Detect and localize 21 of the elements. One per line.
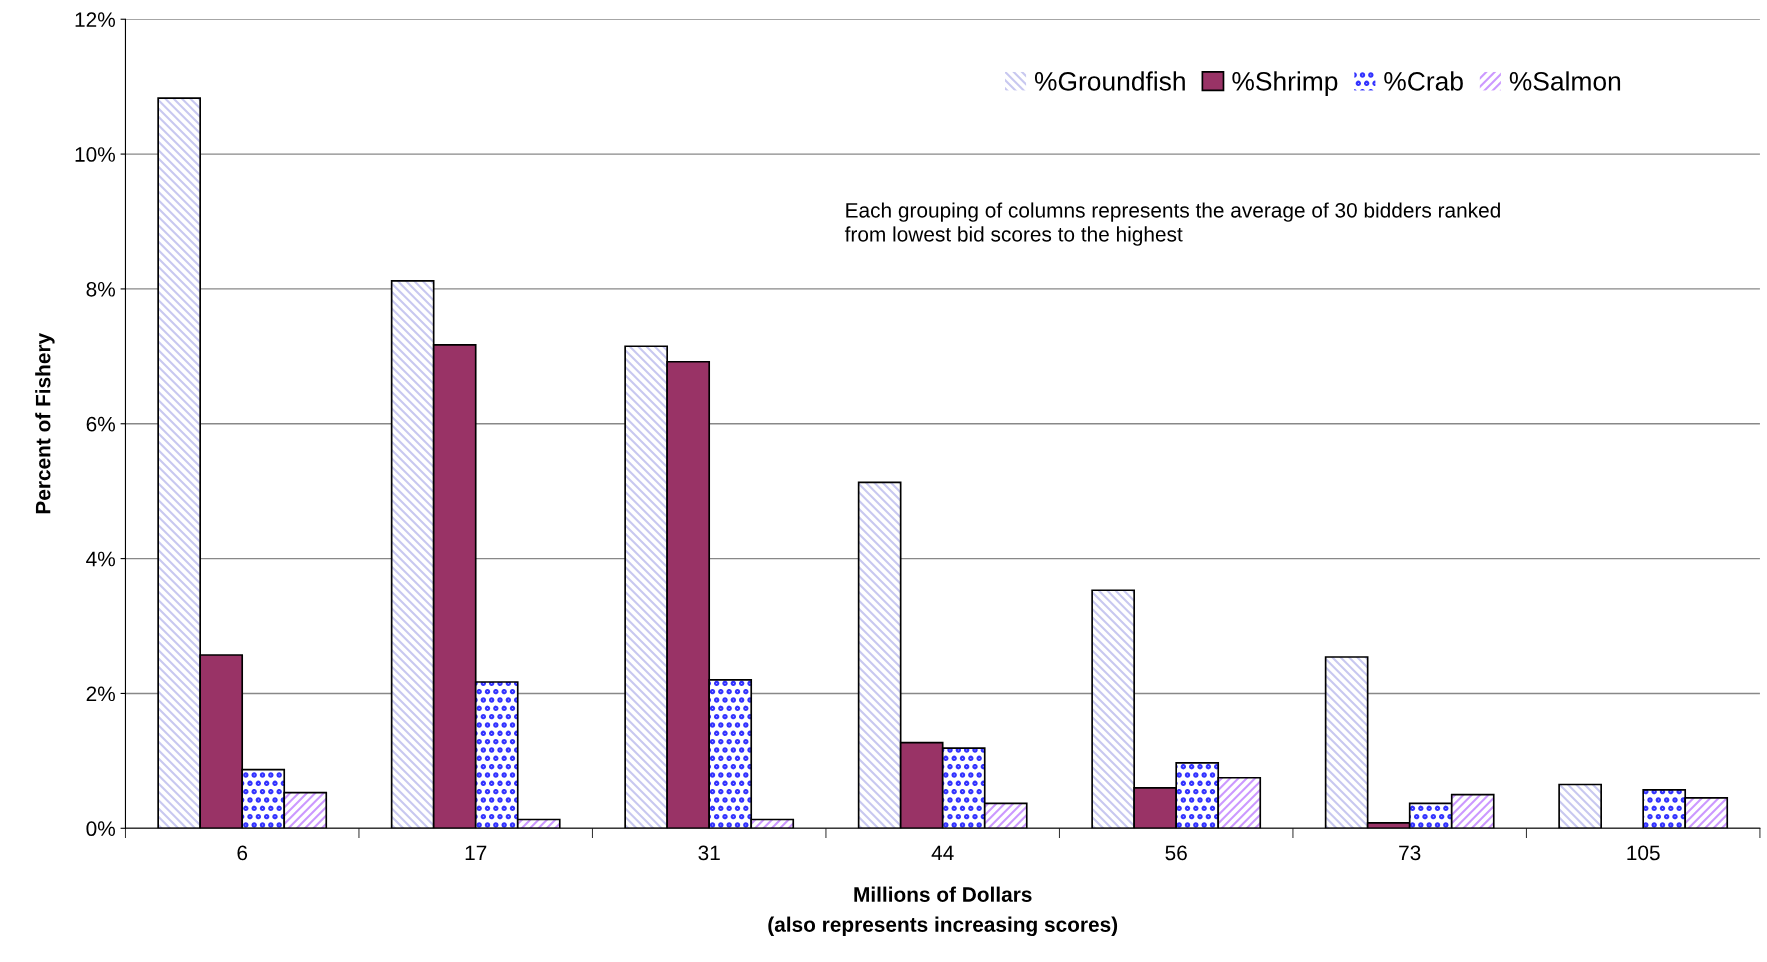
annotation: Each grouping of columns represents the average of 30 bidders ranked from lowest bid scores to the highest	[844, 202, 1500, 246]
x-tick-label: 73	[1399, 845, 1421, 861]
x-tick-label: 105	[1627, 845, 1660, 861]
legend-label: %Salmon	[1509, 71, 1621, 91]
y-tick-label: 0%	[86, 821, 115, 837]
x-tick-label: 31	[698, 845, 720, 861]
legend-label: %Groundfish	[1034, 71, 1185, 91]
x-tick-label: 17	[465, 845, 487, 861]
legend-label: %Crab	[1384, 71, 1463, 91]
y-tick-label: 6%	[86, 416, 115, 432]
y-tick-label: 10%	[75, 147, 115, 162]
x-tick-label: 44	[931, 845, 954, 861]
x-tick-label: 6	[237, 845, 248, 861]
y-tick-label: 4%	[86, 551, 115, 567]
y-tick-label: 12%	[75, 12, 115, 27]
y-axis-title: Percent of Fishery	[35, 332, 55, 514]
y-tick-label: 8%	[86, 281, 115, 297]
x-axis-title: Millions of Dollars (also represents increasing scores)	[768, 886, 1118, 937]
y-tick-label: 2%	[86, 686, 115, 702]
legend-label: %Shrimp	[1232, 71, 1338, 96]
x-tick-label: 56	[1165, 845, 1187, 861]
